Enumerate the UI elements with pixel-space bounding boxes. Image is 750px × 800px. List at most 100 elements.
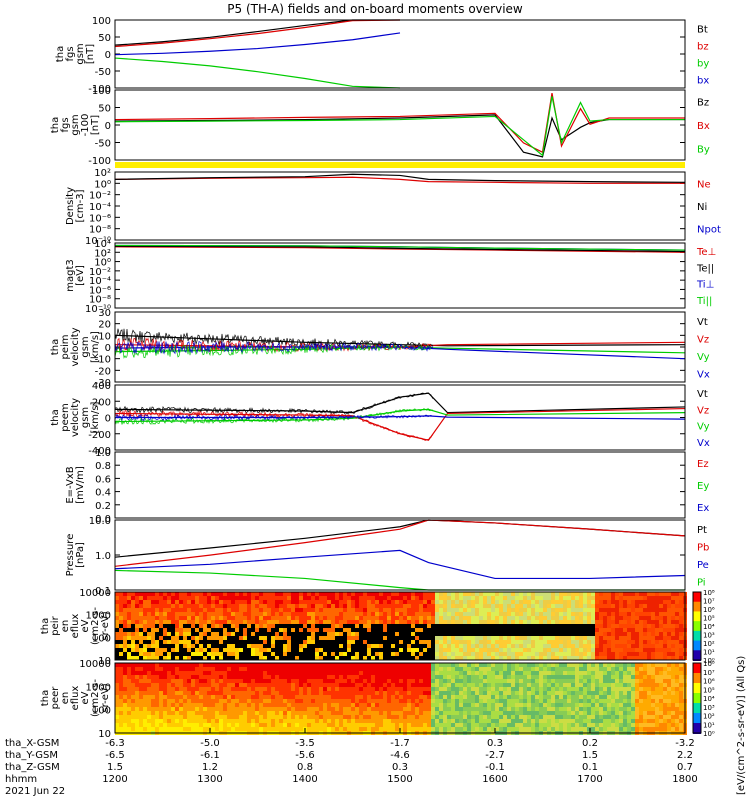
- heatmap-cell: [519, 667, 523, 671]
- y-tick-label: -10: [95, 355, 111, 366]
- heatmap-cell: [439, 612, 443, 616]
- heatmap-cell: [167, 644, 171, 648]
- heatmap-cell: [471, 644, 475, 648]
- heatmap-cell: [223, 671, 227, 675]
- heatmap-cell: [631, 604, 635, 608]
- heatmap-cell: [307, 671, 311, 675]
- heatmap-cell: [275, 671, 279, 675]
- y-tick-label: -50: [95, 67, 111, 78]
- heatmap-cell: [347, 604, 351, 608]
- heatmap-cell: [599, 727, 603, 731]
- heatmap-cell: [555, 727, 559, 731]
- heatmap-cell: [151, 636, 155, 640]
- heatmap-cell: [335, 632, 339, 636]
- heatmap-cell: [539, 715, 543, 719]
- heatmap-cell: [311, 679, 315, 683]
- heatmap-cell: [615, 691, 619, 695]
- heatmap-cell: [331, 648, 335, 652]
- heatmap-cell: [435, 608, 439, 612]
- heatmap-cell: [383, 620, 387, 624]
- heatmap-cell: [555, 691, 559, 695]
- heatmap-cell: [419, 652, 423, 656]
- heatmap-cell: [295, 608, 299, 612]
- heatmap-cell: [295, 727, 299, 731]
- heatmap-cell: [423, 675, 427, 679]
- heatmap-cell: [179, 679, 183, 683]
- heatmap-cell: [527, 679, 531, 683]
- heatmap-cell: [283, 695, 287, 699]
- heatmap-cell: [531, 671, 535, 675]
- heatmap-cell: [531, 679, 535, 683]
- heatmap-cell: [427, 667, 431, 671]
- heatmap-cell: [299, 644, 303, 648]
- heatmap-cell: [195, 691, 199, 695]
- heatmap-cell: [463, 636, 467, 640]
- heatmap-cell: [319, 592, 323, 596]
- heatmap-cell: [595, 703, 599, 707]
- heatmap-cell: [547, 723, 551, 727]
- heatmap-cell: [295, 616, 299, 620]
- heatmap-cell: [319, 640, 323, 644]
- heatmap-cell: [615, 703, 619, 707]
- heatmap-cell: [355, 679, 359, 683]
- heatmap-cell: [507, 707, 511, 711]
- heatmap-cell: [315, 592, 319, 596]
- heatmap-cell: [143, 667, 147, 671]
- heatmap-cell: [455, 600, 459, 604]
- heatmap-cell: [191, 600, 195, 604]
- heatmap-cell: [255, 663, 259, 667]
- heatmap-cell: [575, 719, 579, 723]
- heatmap-cell: [439, 632, 443, 636]
- panel-ylabel: thapeerenefluxeV(cm2-s-sr-eV): [40, 679, 111, 717]
- heatmap-cell: [439, 703, 443, 707]
- heatmap-cell: [527, 699, 531, 703]
- heatmap-cell: [447, 608, 451, 612]
- heatmap-cell: [299, 727, 303, 731]
- heatmap-cell: [115, 624, 119, 628]
- heatmap-cell: [139, 616, 143, 620]
- heatmap-cell: [175, 719, 179, 723]
- heatmap-cell: [219, 719, 223, 723]
- heatmap-cell: [563, 715, 567, 719]
- heatmap-cell: [183, 715, 187, 719]
- heatmap-cell: [483, 671, 487, 675]
- heatmap-cell: [155, 719, 159, 723]
- heatmap-cell: [387, 691, 391, 695]
- heatmap-cell: [407, 592, 411, 596]
- heatmap-cell: [195, 667, 199, 671]
- heatmap-cell: [399, 671, 403, 675]
- heatmap-cell: [151, 632, 155, 636]
- ylabel-line: eV: [80, 691, 91, 704]
- heatmap-cell: [451, 687, 455, 691]
- heatmap-cell: [199, 695, 203, 699]
- heatmap-cell: [667, 632, 671, 636]
- heatmap-cell: [427, 628, 431, 632]
- heatmap-cell: [423, 723, 427, 727]
- heatmap-cell: [303, 711, 307, 715]
- heatmap-cell: [511, 596, 515, 600]
- heatmap-cell: [671, 612, 675, 616]
- heatmap-cell: [163, 711, 167, 715]
- heatmap-cell: [135, 707, 139, 711]
- heatmap-cell: [543, 616, 547, 620]
- heatmap-cell: [503, 600, 507, 604]
- heatmap-cell: [319, 691, 323, 695]
- heatmap-cell: [287, 604, 291, 608]
- heatmap-cell: [395, 640, 399, 644]
- ylabel-line: en: [60, 692, 71, 705]
- heatmap-cell: [251, 628, 255, 632]
- heatmap-cell: [343, 679, 347, 683]
- heatmap-cell: [251, 671, 255, 675]
- heatmap-cell: [471, 719, 475, 723]
- heatmap-cell: [307, 648, 311, 652]
- heatmap-cell: [643, 624, 647, 628]
- heatmap-cell: [667, 596, 671, 600]
- heatmap-cell: [491, 675, 495, 679]
- heatmap-cell: [223, 727, 227, 731]
- heatmap-cell: [139, 663, 143, 667]
- heatmap-cell: [467, 687, 471, 691]
- heatmap-cell: [135, 592, 139, 596]
- heatmap-cell: [319, 683, 323, 687]
- ylabel-line: -100: [80, 114, 91, 137]
- heatmap-cell: [155, 600, 159, 604]
